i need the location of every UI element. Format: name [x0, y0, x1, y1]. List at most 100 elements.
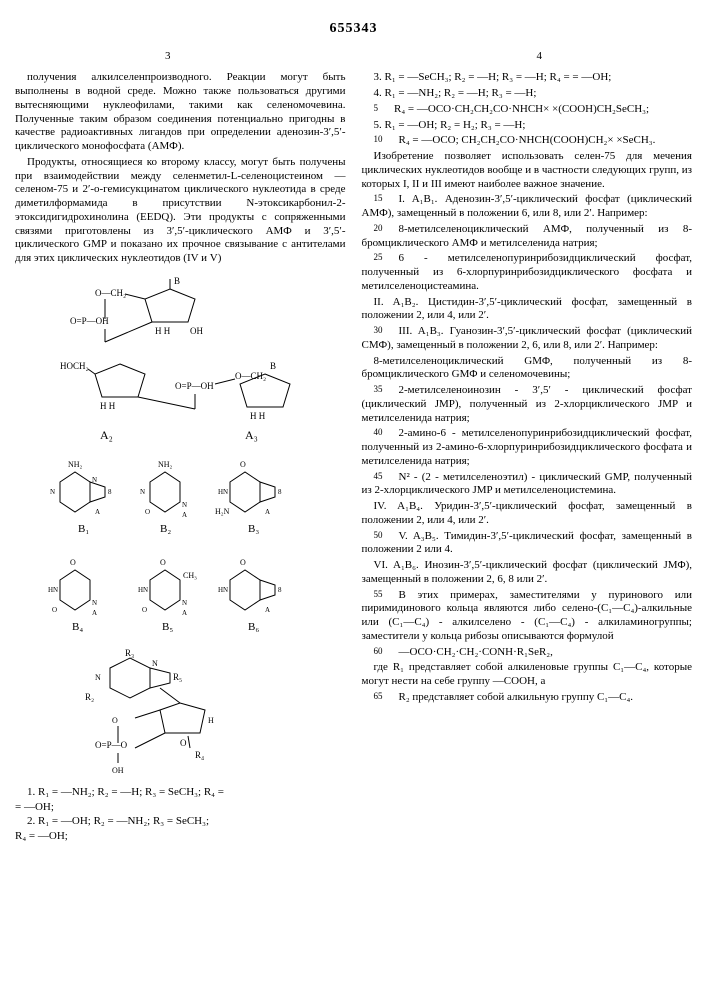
- svg-text:H H: H H: [250, 411, 266, 421]
- svg-text:N: N: [152, 659, 158, 668]
- svg-text:N: N: [95, 673, 101, 682]
- ln60: 60: [362, 646, 383, 657]
- diagram-a2-a3: B O—CH₂ O=P—OH H H OH HOCH₂ H H O=P—OH: [15, 274, 346, 444]
- svg-text:B: B: [270, 361, 276, 371]
- r-p2: 4. R₁ = —NH₂; R₂ = —H; R₃ = —H;: [362, 87, 693, 101]
- r-p6-text: Изобретение позволяет использовать селен…: [362, 150, 693, 190]
- r-p11: 30III. A₁B₃. Гуанозин-3′,5′-циклический …: [362, 325, 693, 353]
- r-p13-text: 2-метилселеноинозин - 3′,5′ - циклически…: [362, 384, 693, 424]
- diagram-b1-b2-b3: NH₂ N N 8 A B₁ NH₂ N O N A B₂: [15, 452, 346, 542]
- r-p14-text: 2-амино-6 - метилселенопуринрибозидцикли…: [362, 427, 693, 467]
- svg-text:CH₃: CH₃: [183, 571, 197, 580]
- r-p10: II. A₁B₂. Цистидин-3′,5′-циклический фос…: [362, 296, 693, 324]
- def-1a: 1. R₁ = —NH₂; R₂ = —H; R₃ = SeCH₃; R₄ =: [15, 786, 346, 800]
- svg-text:O: O: [142, 606, 147, 614]
- def-1b: = —OH;: [15, 801, 346, 815]
- def-2b: R₄ = —OH;: [15, 830, 346, 844]
- r-p15: 45N² - (2 - метилселеноэтил) - циклическ…: [362, 471, 693, 499]
- svg-text:OH: OH: [112, 766, 124, 775]
- svg-text:O: O: [52, 606, 57, 614]
- svg-text:HOCH₂: HOCH₂: [60, 361, 89, 371]
- left-para-1: получения алкилселенпроизводного. Реакци…: [15, 71, 346, 154]
- r-p12: 8-метилселеноциклический GMΦ, полученный…: [362, 355, 693, 383]
- r-p7: 15I. A₁B₁. Аденозин-3′,5′-циклический фо…: [362, 193, 693, 221]
- r-p6: Изобретение позволяет использовать селен…: [362, 150, 693, 191]
- r-p5: 10 R₄ = —OCO; CH₂CH₂CO·NHCH(COOH)CH₂× ×Se…: [362, 134, 693, 148]
- r-p21: где R₁ представляет собой алкиленовые гр…: [362, 661, 693, 689]
- ln20: 20: [362, 223, 383, 234]
- ln15: 15: [362, 193, 383, 204]
- r-p22-text: R₂ представляет собой алкильную группу C…: [399, 691, 634, 703]
- svg-text:B₁: B₁: [78, 523, 89, 535]
- svg-text:O: O: [70, 558, 76, 567]
- svg-text:8: 8: [278, 488, 282, 496]
- r-p18: VI. A₁B₆. Инозин-3′,5′-циклический фосфа…: [362, 559, 693, 587]
- svg-text:A: A: [182, 609, 187, 617]
- svg-text:H: H: [208, 716, 214, 725]
- svg-text:N: N: [140, 488, 145, 496]
- two-column-layout: получения алкилселенпроизводного. Реакци…: [15, 71, 692, 845]
- ln35: 35: [362, 384, 383, 395]
- r-definitions: 1. R₁ = —NH₂; R₂ = —H; R₃ = SeCH₃; R₄ = …: [15, 786, 346, 844]
- svg-text:A: A: [92, 609, 97, 617]
- r-p17-text: V. A₃B₅. Тимидин-3′,5′-циклический фосфа…: [362, 530, 693, 556]
- diagram-b4-b5-b6: O HN O N A B₄ O CH₃ HN O N A B₅: [15, 550, 346, 640]
- svg-text:N: N: [92, 476, 97, 484]
- ln50: 50: [362, 530, 383, 541]
- ln40: 40: [362, 427, 383, 438]
- r-p20: 60—OCO·CH₂·CH₂·CONH·R₁SeR₂,: [362, 646, 693, 660]
- svg-text:B: B: [174, 276, 180, 286]
- svg-text:N: N: [50, 488, 55, 496]
- svg-text:O: O: [240, 558, 246, 567]
- r-p19-text: В этих примерах, заместителями у пуринов…: [362, 589, 693, 642]
- r-p15-text: N² - (2 - метилселеноэтил) - циклический…: [362, 471, 693, 497]
- svg-text:B₅: B₅: [162, 621, 173, 633]
- r-p11-text: III. A₁B₃. Гуанозин-3′,5′-циклический фо…: [362, 325, 693, 351]
- ln5: 5: [362, 103, 379, 114]
- ln55: 55: [362, 589, 383, 600]
- r-p5-text: R₄ = —OCO; CH₂CH₂CO·NHCH(COOH)CH₂× ×SeCH…: [399, 134, 656, 146]
- r-p17: 50V. A₃B₅. Тимидин-3′,5′-циклический фос…: [362, 530, 693, 558]
- ln45: 45: [362, 471, 383, 482]
- def-2a: 2. R₁ = —OH; R₂ = —NH₂; R₃ = SeCH₃;: [15, 815, 346, 829]
- svg-text:B₂: B₂: [160, 523, 171, 535]
- svg-text:R₅: R₅: [173, 672, 182, 682]
- svg-text:R₂: R₂: [85, 692, 94, 702]
- r-p13: 352-метилселеноинозин - 3′,5′ - цикличес…: [362, 384, 693, 425]
- svg-text:O=P—O: O=P—O: [95, 740, 128, 750]
- left-column: получения алкилселенпроизводного. Реакци…: [15, 71, 346, 845]
- ln25: 25: [362, 252, 383, 263]
- svg-text:B₄: B₄: [72, 621, 83, 633]
- svg-text:8: 8: [108, 488, 112, 496]
- page-right: 4: [537, 50, 543, 64]
- diagram-generic-r: R₃ N R₂ N R₅ H O O=P—O OH: [15, 648, 346, 778]
- svg-text:O: O: [240, 460, 246, 469]
- svg-text:R₄: R₄: [195, 750, 204, 760]
- r-p8-text: 8-метилселеноциклический АМФ, полученный…: [362, 223, 693, 249]
- r-p3: 5R₄ = —OCO·CH₂CH₂CO·NHCH× ×(COOH)CH₂SeCH…: [362, 103, 693, 117]
- r-p9: 256 - метилселенопуринрибозидциклический…: [362, 252, 693, 293]
- svg-text:A: A: [265, 508, 270, 516]
- svg-text:HN: HN: [48, 586, 58, 594]
- svg-text:B₃: B₃: [248, 523, 259, 535]
- svg-text:B₆: B₆: [248, 621, 259, 633]
- svg-text:NH₂: NH₂: [68, 460, 83, 469]
- svg-text:NH₂: NH₂: [158, 460, 173, 469]
- svg-text:O: O: [112, 716, 118, 725]
- svg-text:N: N: [182, 599, 187, 607]
- r-p14: 402-амино-6 - метилселенопуринрибозидцик…: [362, 427, 693, 468]
- right-column: 3. R₁ = —SeCH₃; R₂ = —H; R₃ = —H; R₄ = =…: [362, 71, 693, 845]
- svg-text:8: 8: [278, 586, 282, 594]
- r-p4: 5. R₁ = —OH; R₂ = H₂; R₃ = —H;: [362, 119, 693, 133]
- svg-text:HN: HN: [138, 586, 148, 594]
- svg-text:H₂N: H₂N: [215, 507, 230, 516]
- svg-text:H H: H H: [100, 401, 116, 411]
- svg-text:O=P—OH: O=P—OH: [70, 316, 109, 326]
- svg-text:HN: HN: [218, 586, 228, 594]
- ln10: 10: [362, 134, 383, 145]
- svg-text:HN: HN: [218, 488, 228, 496]
- svg-text:N: N: [92, 599, 97, 607]
- svg-text:O: O: [145, 508, 150, 516]
- svg-text:A: A: [95, 508, 100, 516]
- svg-text:A₃: A₃: [245, 428, 258, 442]
